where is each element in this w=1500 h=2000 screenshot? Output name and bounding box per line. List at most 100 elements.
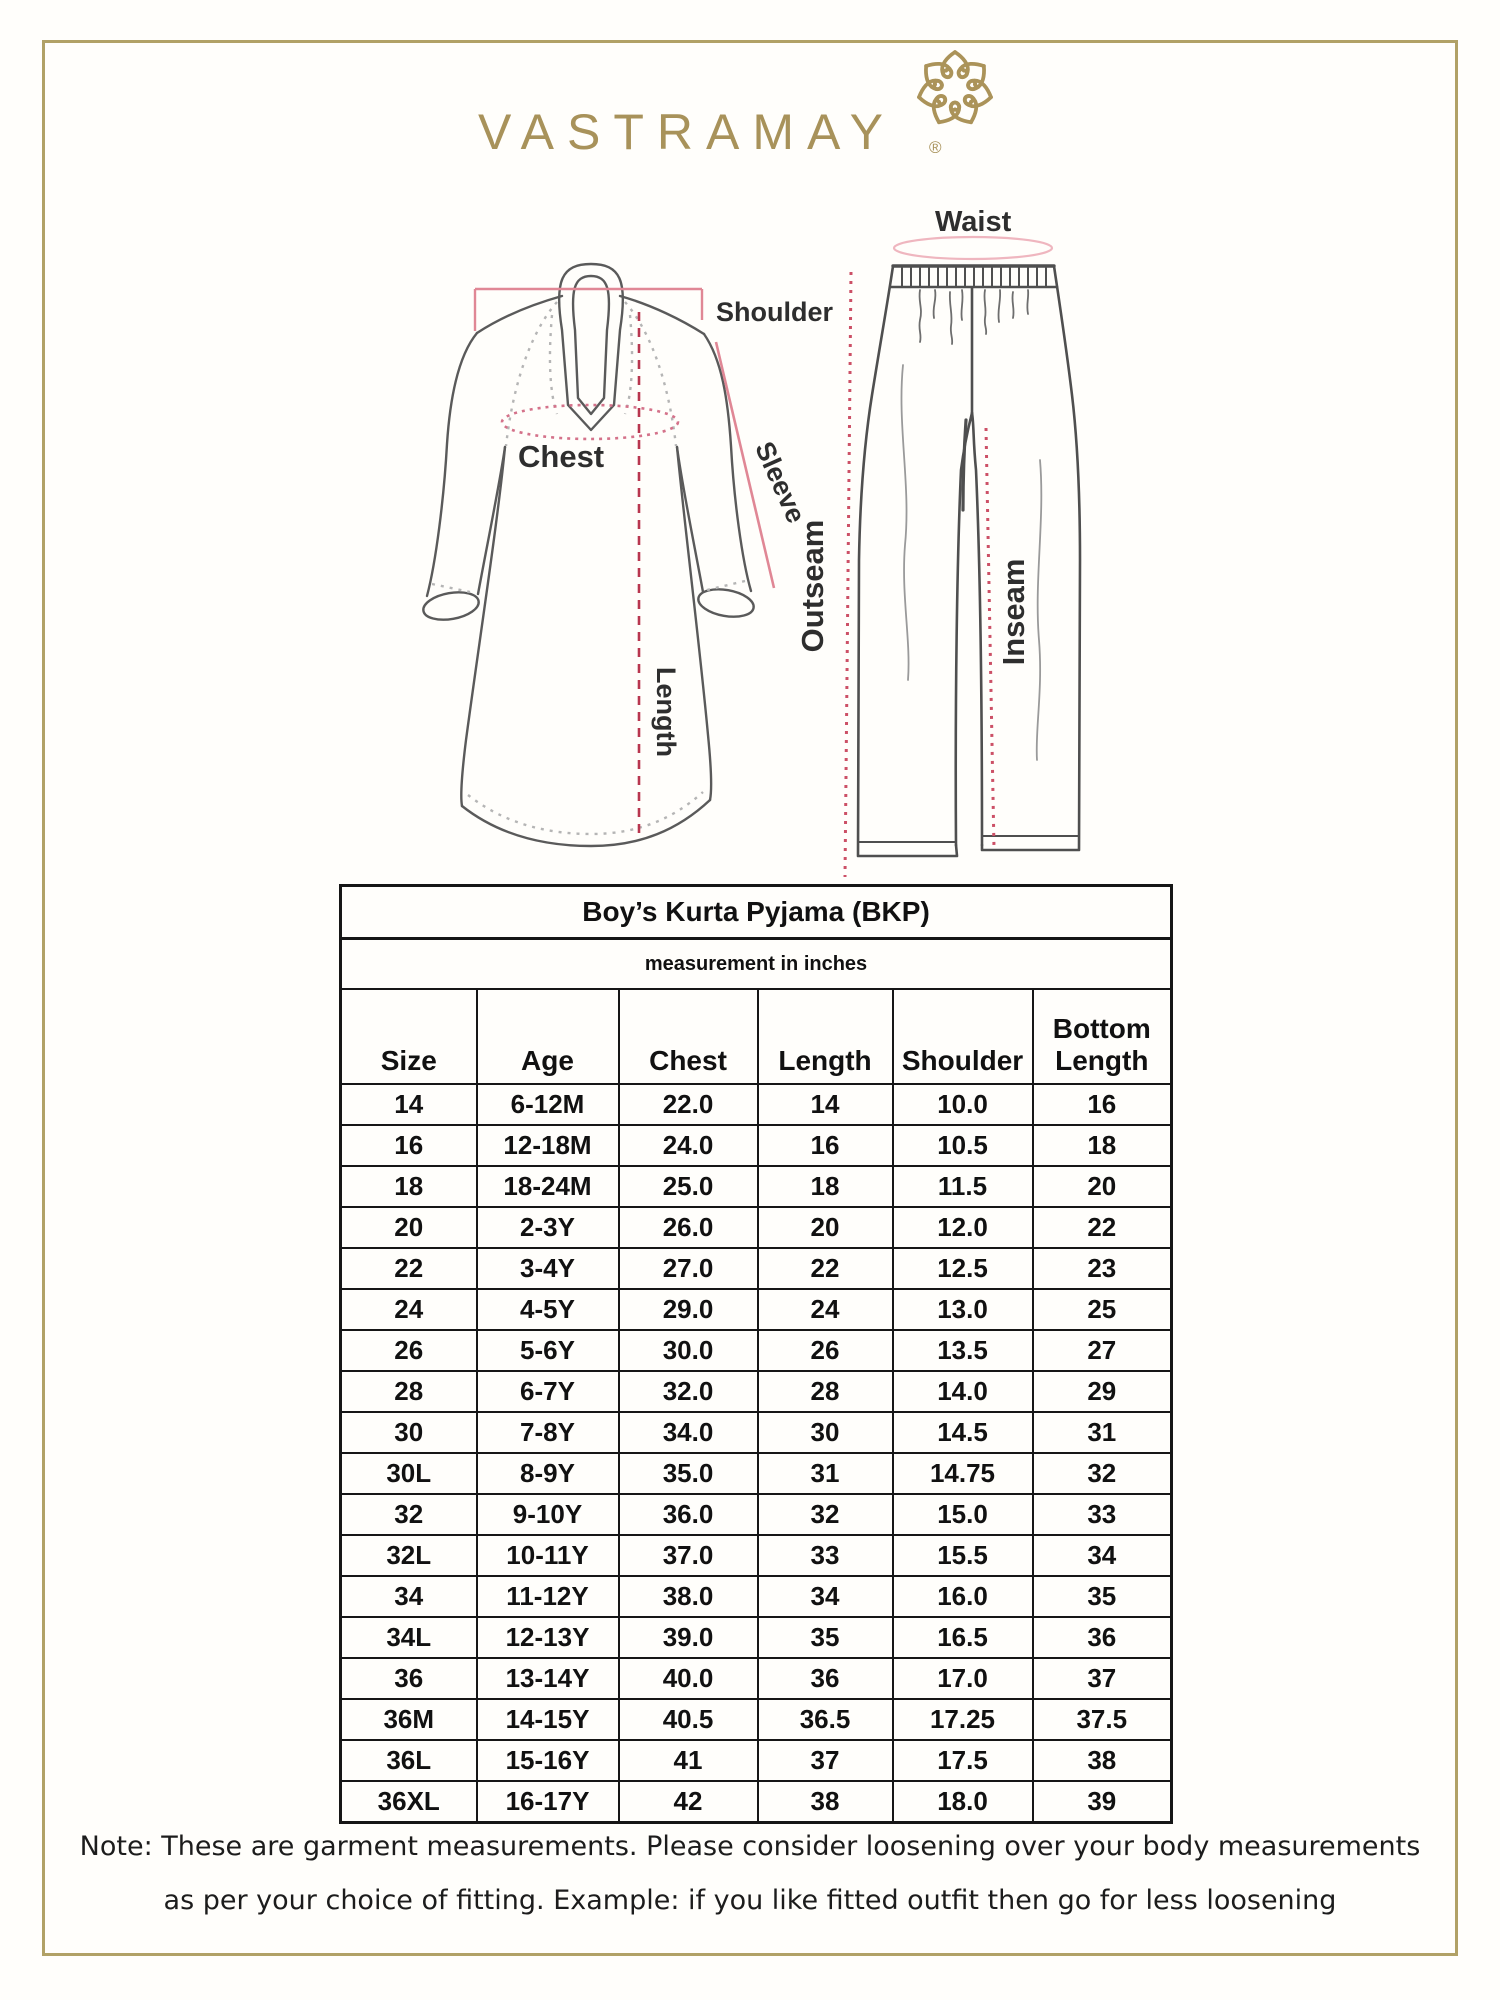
table-cell: 6-7Y (475, 1370, 620, 1413)
column-header-size: Size (339, 988, 478, 1085)
table-cell: 30 (339, 1411, 478, 1454)
table-row: 36 13-14Y 40.0 36 17.0 37 (339, 1657, 1173, 1700)
table-cell: 23 (1031, 1247, 1173, 1290)
table-cell: 22 (756, 1247, 894, 1290)
table-cell: 16.5 (891, 1616, 1034, 1659)
table-cell: 16 (756, 1124, 894, 1167)
table-cell: 38 (1031, 1739, 1173, 1782)
table-row: 32 9-10Y 36.0 32 15.0 33 (339, 1493, 1173, 1536)
table-header-row: Size Age Chest Length Shoulder Bottom Le… (339, 988, 1173, 1085)
kurta-sketch (422, 262, 755, 848)
table-cell: 36L (339, 1739, 478, 1782)
table-cell: 2-3Y (475, 1206, 620, 1249)
table-cell: 5-6Y (475, 1329, 620, 1372)
table-subtitle: measurement in inches (339, 937, 1173, 990)
table-row: 22 3-4Y 27.0 22 12.5 23 (339, 1247, 1173, 1290)
table-cell: 7-8Y (475, 1411, 620, 1454)
table-cell: 14.75 (891, 1452, 1034, 1495)
size-rows: 14 6-12M 22.0 14 10.0 16 16 12-18M 24.0 16 10.5 18 1… (339, 1083, 1173, 1824)
table-cell: 33 (1031, 1493, 1173, 1536)
table-cell: 14 (756, 1083, 894, 1126)
table-cell: 27.0 (617, 1247, 759, 1290)
table-cell: 32 (756, 1493, 894, 1536)
table-cell: 35.0 (617, 1452, 759, 1495)
table-cell: 13.0 (891, 1288, 1034, 1331)
table-row: 30L 8-9Y 35.0 31 14.75 32 (339, 1452, 1173, 1495)
table-cell: 10.5 (891, 1124, 1034, 1167)
table-cell: 26.0 (617, 1206, 759, 1249)
inseam-measure-line (984, 427, 996, 849)
table-row: 16 12-18M 24.0 16 10.5 18 (339, 1124, 1173, 1167)
table-cell: 34 (1031, 1534, 1173, 1577)
table-cell: 14.0 (891, 1370, 1034, 1413)
table-cell: 12.0 (891, 1206, 1034, 1249)
table-cell: 36 (756, 1657, 894, 1700)
table-cell: 31 (756, 1452, 894, 1495)
table-cell: 25 (1031, 1288, 1173, 1331)
table-cell: 13.5 (891, 1329, 1034, 1372)
table-cell: 40.5 (617, 1698, 759, 1741)
table-cell: 35 (1031, 1575, 1173, 1618)
table-cell: 36.5 (756, 1698, 894, 1741)
table-cell: 34L (339, 1616, 478, 1659)
pyjama-waist-label: Waist (935, 206, 1012, 238)
outseam-measure-line (843, 271, 853, 878)
table-cell: 4-5Y (475, 1288, 620, 1331)
table-title: Boy’s Kurta Pyjama (BKP) (339, 884, 1173, 940)
note-line-1: Note: These are garment measurements. Pl… (79, 1831, 1421, 1862)
table-cell: 37.0 (617, 1534, 759, 1577)
table-cell: 20 (1031, 1165, 1173, 1208)
column-header-length: Length (756, 988, 894, 1085)
table-cell: 36 (339, 1657, 478, 1700)
table-cell: 9-10Y (475, 1493, 620, 1536)
table-cell: 10.0 (891, 1083, 1034, 1126)
table-cell: 39 (1031, 1780, 1173, 1824)
table-cell: 39.0 (617, 1616, 759, 1659)
column-header-age: Age (475, 988, 620, 1085)
table-cell: 36.0 (617, 1493, 759, 1536)
table-cell: 17.0 (891, 1657, 1034, 1700)
kurta-sleeve-label: Sleeve (749, 437, 811, 527)
table-cell: 20 (339, 1206, 478, 1249)
table-cell: 12-13Y (475, 1616, 620, 1659)
table-row: 14 6-12M 22.0 14 10.0 16 (339, 1083, 1173, 1126)
table-cell: 36 (1031, 1616, 1173, 1659)
table-cell: 15.0 (891, 1493, 1034, 1536)
table-cell: 20 (756, 1206, 894, 1249)
table-cell: 17.5 (891, 1739, 1034, 1782)
table-row: 18 18-24M 25.0 18 11.5 20 (339, 1165, 1173, 1208)
table-cell: 32.0 (617, 1370, 759, 1413)
table-cell: 12-18M (475, 1124, 620, 1167)
table-cell: 26 (756, 1329, 894, 1372)
table-cell: 30 (756, 1411, 894, 1454)
table-cell: 25.0 (617, 1165, 759, 1208)
size-chart-table: Boy’s Kurta Pyjama (BKP) measurement in … (339, 884, 1174, 1824)
kurta-shoulder-label: Shoulder (716, 297, 833, 327)
table-cell: 41 (617, 1739, 759, 1782)
table-row: 24 4-5Y 29.0 24 13.0 25 (339, 1288, 1173, 1331)
table-cell: 30L (339, 1452, 478, 1495)
brand-logotype: VASTRAMAY (478, 104, 896, 160)
column-header-chest: Chest (617, 988, 759, 1085)
table-cell: 37.5 (1031, 1698, 1173, 1741)
pyjama-drawstrings (918, 289, 1030, 345)
table-cell: 42 (617, 1780, 759, 1824)
table-cell: 34 (756, 1575, 894, 1618)
table-cell: 35 (756, 1616, 894, 1659)
table-cell: 16-17Y (475, 1780, 620, 1824)
table-cell: 37 (1031, 1657, 1173, 1700)
table-row: 36XL 16-17Y 42 38 18.0 39 (339, 1780, 1173, 1824)
chest-measure-ellipse (500, 403, 680, 441)
table-cell: 27 (1031, 1329, 1173, 1372)
table-cell: 11-12Y (475, 1575, 620, 1618)
table-cell: 24 (339, 1288, 478, 1331)
table-cell: 29 (1031, 1370, 1173, 1413)
size-note: Note: These are garment measurements. Pl… (50, 1820, 1450, 1928)
note-line-2: as per your choice of fitting. Example: … (163, 1885, 1337, 1916)
table-cell: 17.25 (891, 1698, 1034, 1741)
table-cell: 15-16Y (475, 1739, 620, 1782)
table-row: 36M 14-15Y 40.5 36.5 17.25 37.5 (339, 1698, 1173, 1741)
table-cell: 14 (339, 1083, 478, 1126)
table-cell: 34 (339, 1575, 478, 1618)
